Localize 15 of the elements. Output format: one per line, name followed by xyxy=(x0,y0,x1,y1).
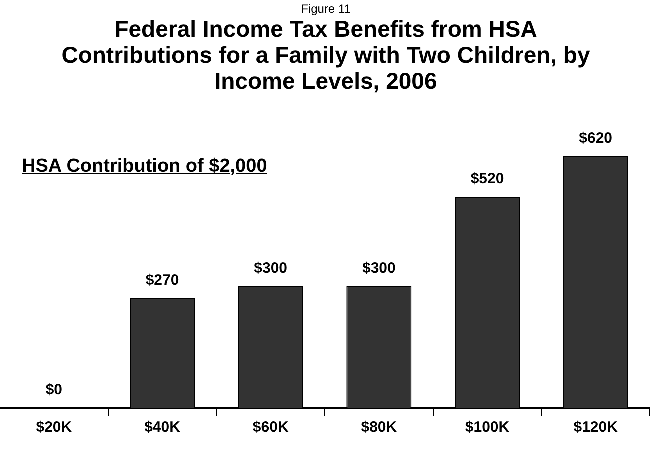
x-tick-label: $100K xyxy=(465,419,510,436)
x-tick-label: $20K xyxy=(36,419,72,436)
data-label: $270 xyxy=(146,272,180,290)
x-tick-label: $120K xyxy=(574,419,618,436)
x-tick-label: $60K xyxy=(252,419,289,436)
caption: Figure 11 xyxy=(300,2,352,16)
annotation: HSA Contribution of $2,000 xyxy=(22,156,268,178)
data-label: $300 xyxy=(362,260,396,277)
data-label: $0 xyxy=(46,382,63,399)
data-label: $620 xyxy=(579,130,613,148)
data-label: $300 xyxy=(254,260,288,277)
x-tick-label: $40K xyxy=(144,419,181,436)
x-tick-label: $80K xyxy=(361,419,398,436)
data-label: $520 xyxy=(470,170,504,188)
chart-title: Federal Income Tax Benefits from HSA Contributions for a Family with Two Children, by Income Levels, 2006 xyxy=(60,16,592,94)
